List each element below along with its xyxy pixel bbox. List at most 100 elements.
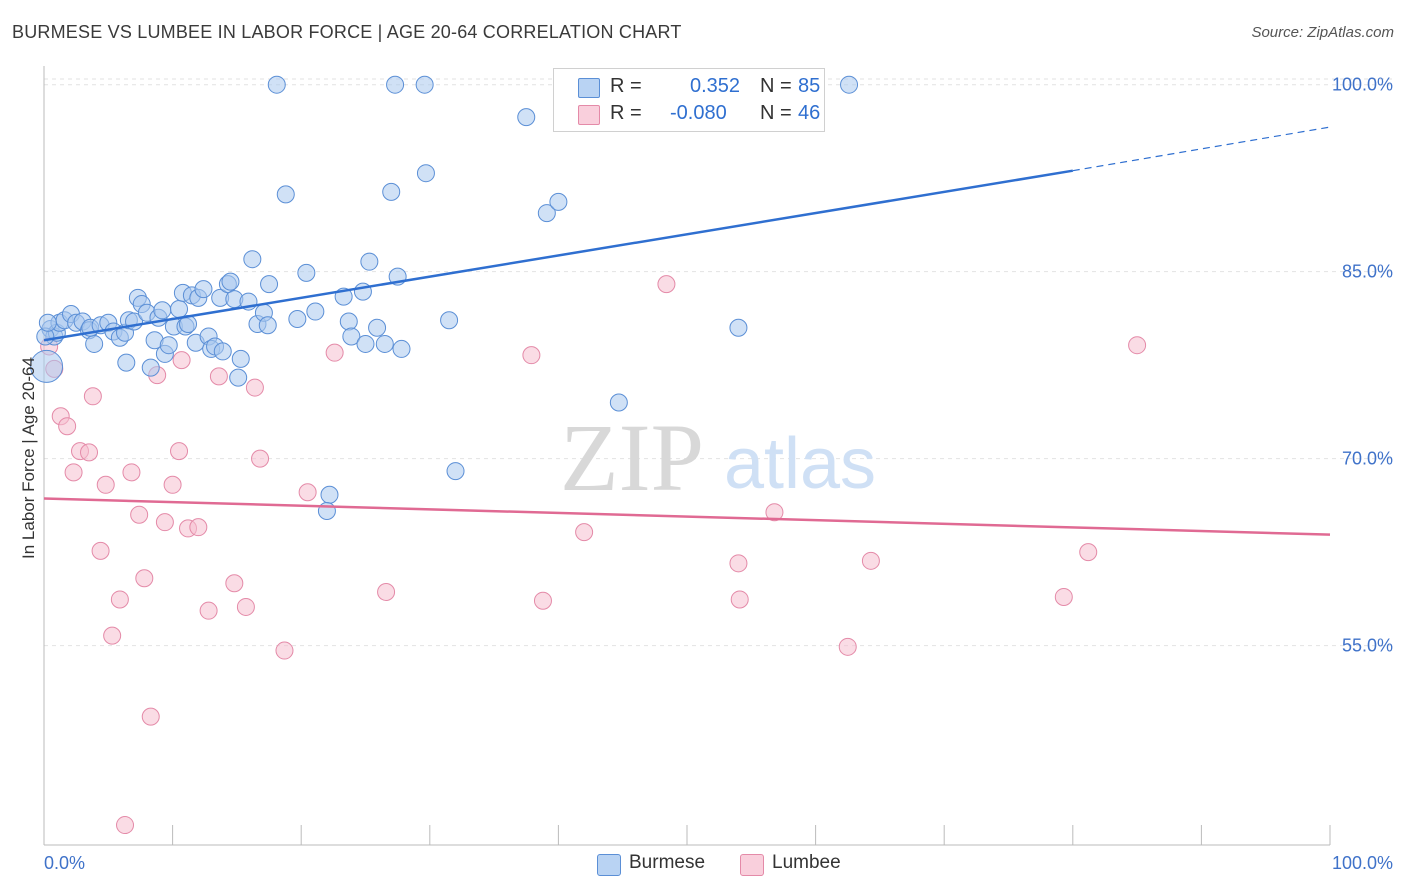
lumbee-point [1128, 336, 1147, 355]
burmese-legend-label: Burmese [629, 852, 706, 873]
lumbee-point [209, 367, 228, 386]
axes [43, 66, 1331, 846]
burmese-point [339, 312, 358, 331]
burmese-point [549, 192, 568, 211]
x-tick-label: 0.0% [44, 853, 85, 873]
burmese-point [30, 349, 64, 383]
lumbee-point [189, 518, 208, 537]
lumbee-point [245, 378, 264, 397]
burmese-point [213, 342, 232, 361]
legend-r-label: R = [610, 102, 642, 124]
burmese-point [416, 164, 435, 183]
lumbee-point [172, 351, 191, 370]
burmese-point [170, 300, 189, 319]
lumbee-trend-line [43, 497, 1331, 536]
burmese-point [320, 485, 339, 504]
lumbee-point [251, 449, 270, 468]
lumbee-point [110, 590, 129, 609]
burmese-point [840, 75, 859, 94]
burmese-point [609, 393, 628, 412]
burmese-point [317, 501, 336, 520]
lumbee-swatch [578, 105, 600, 125]
burmese-point [221, 272, 240, 291]
legend-r-value: 0.352 [690, 75, 741, 97]
lumbee-point [155, 513, 174, 532]
lumbee-point [1079, 543, 1098, 562]
lumbee-point [325, 343, 344, 362]
legend-n-label: N = [760, 102, 792, 124]
legend-n-value: 46 [798, 102, 821, 124]
y-tick-label: 100.0% [1332, 75, 1393, 95]
lumbee-point [236, 597, 255, 616]
burmese-point [537, 204, 556, 223]
lumbee-point [522, 346, 541, 365]
lumbee-point [64, 463, 83, 482]
watermark-zip: ZIP [560, 404, 704, 511]
burmese-point [288, 310, 307, 329]
source-label: Source: ZipAtlas.com [1251, 24, 1394, 41]
lumbee-point [91, 541, 110, 560]
lumbee-point [275, 641, 294, 660]
burmese-point [415, 75, 434, 94]
burmese-point [368, 318, 387, 337]
chart-title: BURMESE VS LUMBEE IN LABOR FORCE | AGE 2… [12, 22, 682, 42]
y-tick-label: 55.0% [1342, 636, 1393, 656]
lumbee-point [861, 551, 880, 570]
burmese-point [153, 301, 172, 320]
y-tick-label: 85.0% [1342, 262, 1393, 282]
burmese-trend-line [43, 169, 1074, 342]
lumbee-point [163, 475, 182, 494]
lumbee-point [141, 707, 160, 726]
legend-n-value: 85 [798, 75, 821, 97]
burmese-point [85, 334, 104, 353]
tick-labels: 55.0% 70.0% 85.0% 100.0% 0.0% 100.0% [44, 75, 1393, 873]
lumbee-point [80, 443, 99, 462]
burmese-point [342, 327, 361, 346]
burmese-point [392, 339, 411, 358]
watermark-atlas: atlas [724, 424, 876, 504]
burmese-legend-swatch [597, 854, 621, 876]
lumbee-points [40, 275, 1147, 835]
legend-r-value: -0.080 [670, 102, 727, 124]
lumbee-point [730, 590, 749, 609]
burmese-point [243, 250, 262, 269]
lumbee-point [729, 554, 748, 573]
burmese-point [375, 334, 394, 353]
burmese-point [231, 349, 250, 368]
lumbee-point [116, 816, 135, 835]
burmese-swatch [578, 78, 600, 98]
y-axis-label: In Labor Force | Age 20-64 [19, 357, 38, 559]
burmese-points [30, 75, 859, 520]
burmese-point [260, 275, 279, 294]
y-tick-label: 70.0% [1342, 449, 1393, 469]
burmese-point [267, 75, 286, 94]
burmese-point [276, 185, 295, 204]
lumbee-point [83, 387, 102, 406]
lumbee-point [130, 505, 149, 524]
burmese-point [194, 280, 213, 299]
burmese-point [258, 316, 277, 335]
lumbee-point [170, 442, 189, 461]
lumbee-point [657, 275, 676, 294]
lumbee-point [199, 601, 218, 620]
legend-n-label: N = [760, 75, 792, 97]
burmese-point [386, 75, 405, 94]
burmese-point [159, 336, 178, 355]
correlation-legend: R = 0.352 N = 85 R = -0.080 N = 46 [553, 68, 825, 132]
lumbee-legend-swatch [740, 854, 764, 876]
lumbee-legend-label: Lumbee [772, 852, 841, 873]
lumbee-point [96, 475, 115, 494]
burmese-point [446, 462, 465, 481]
lumbee-point [377, 582, 396, 601]
burmese-point [38, 313, 57, 332]
burmese-point [360, 252, 379, 271]
x-tick-label: 100.0% [1332, 853, 1393, 873]
burmese-point [729, 318, 748, 337]
burmese-point [117, 353, 136, 372]
lumbee-point [225, 574, 244, 593]
burmese-trend-extension [1072, 126, 1331, 172]
lumbee-point [298, 483, 317, 502]
lumbee-point [575, 523, 594, 542]
burmese-point [229, 368, 248, 387]
